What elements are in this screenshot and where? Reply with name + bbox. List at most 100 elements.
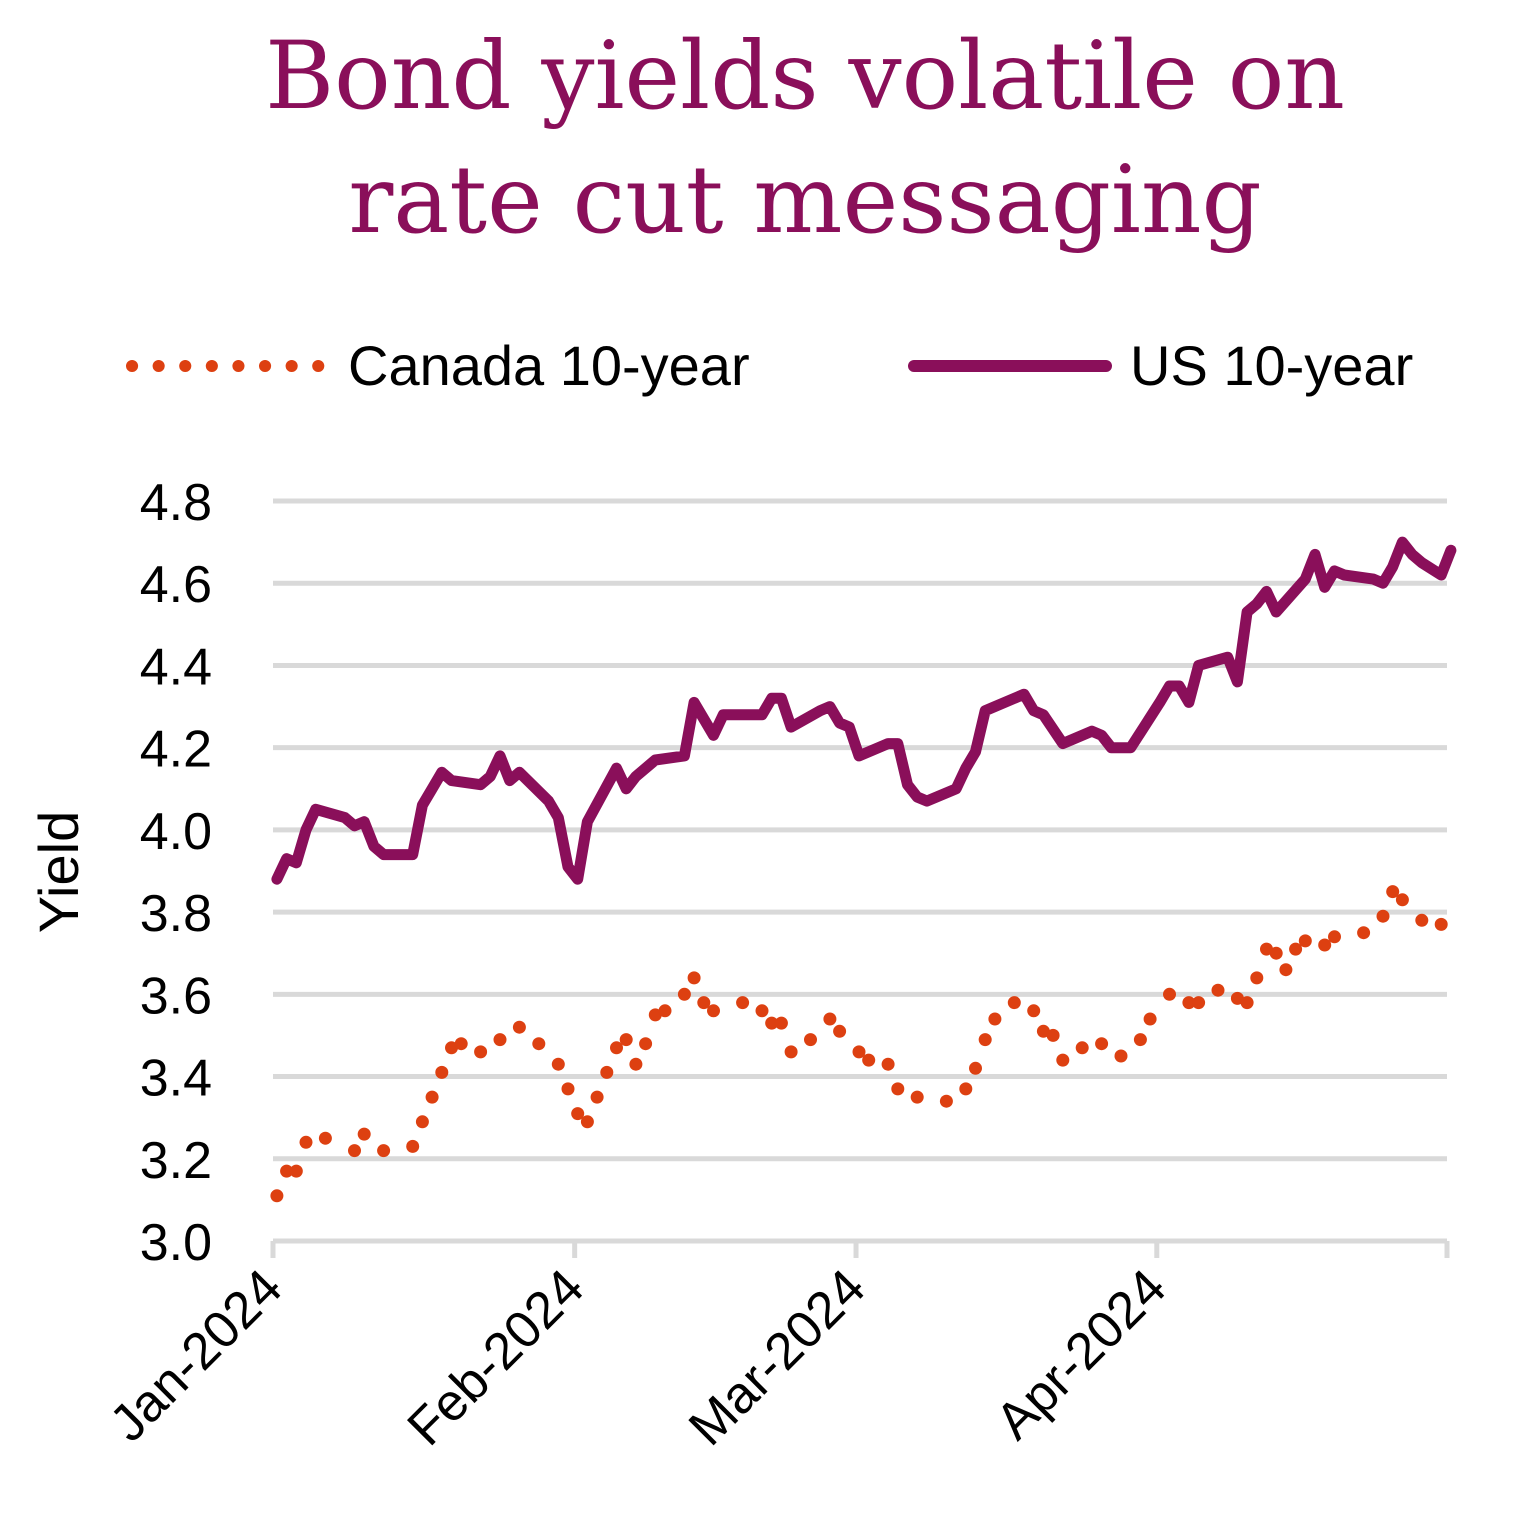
canada-10-year-point: [1298, 934, 1312, 948]
canada-10-year-point: [1289, 942, 1303, 956]
canada-10-year-point: [648, 1008, 662, 1022]
canada-10-year-point: [551, 1057, 565, 1071]
canada-10-year-point: [318, 1131, 332, 1145]
canada-10-year-point: [1328, 930, 1341, 944]
y-tick-label: 3.4: [140, 1050, 212, 1108]
canada-10-year-point: [755, 1004, 769, 1018]
canada-10-year-point: [493, 1033, 507, 1047]
canada-10-year-point: [881, 1057, 895, 1071]
canada-10-year-point: [677, 987, 691, 1001]
canada-10-year-point: [619, 1033, 633, 1047]
y-tick-label: 3.6: [140, 967, 212, 1025]
canada-10-year-point: [454, 1037, 468, 1051]
chart-title-line-2: rate cut messaging: [348, 146, 1261, 255]
y-tick-label: 4.6: [140, 556, 212, 614]
canada-10-year-point: [280, 1164, 294, 1178]
canada-10-year-point: [299, 1135, 313, 1149]
canada-10-year-point: [580, 1115, 594, 1129]
gridlines: [273, 498, 1447, 1244]
x-tick-label: Jan-2024: [99, 1258, 293, 1452]
series-layer: [270, 536, 1457, 1203]
canada-10-year-point: [1007, 996, 1021, 1010]
canada-10-year-point: [415, 1115, 429, 1129]
canada-10-year-point: [435, 1065, 449, 1079]
canada-10-year-point: [1192, 996, 1206, 1010]
canada-10-year-point: [833, 1024, 847, 1038]
canada-10-year-point: [1095, 1037, 1109, 1051]
canada-10-year-point: [736, 996, 750, 1010]
canada-10-year-point: [1036, 1024, 1050, 1038]
us-10-year-series: [271, 536, 1457, 885]
canada-10-year-point: [823, 1012, 837, 1026]
canada-10-year-point: [1318, 938, 1332, 952]
canada-10-year-point: [590, 1090, 604, 1104]
canada-10-year-point: [910, 1090, 924, 1104]
y-tick-label: 3.2: [140, 1132, 212, 1190]
canada-10-year-point: [862, 1053, 876, 1067]
canada-10-year-point: [1143, 1012, 1157, 1026]
canada-10-year-point: [784, 1045, 798, 1059]
y-tick-labels: 3.0 3.2 3.4 3.6 3.8 4.0 4.2 4.4 4.6 4.8: [140, 474, 212, 1272]
canada-10-year-point: [707, 1004, 720, 1018]
chart-title-line-1: Bond yields volatile on: [265, 22, 1345, 131]
canada-10-year-series: [270, 885, 1448, 1203]
canada-10-year-point: [1357, 926, 1371, 940]
canada-10-year-point: [610, 1041, 623, 1055]
x-tick-label: Feb-2024: [397, 1258, 595, 1456]
canada-10-year-point: [512, 1020, 526, 1034]
canada-10-year-point: [1182, 996, 1196, 1010]
y-tick-label: 3.0: [140, 1214, 212, 1272]
canada-10-year-point: [939, 1094, 953, 1108]
canada-10-year-point: [474, 1045, 488, 1059]
canada-10-year-point: [377, 1144, 391, 1158]
legend-canada-label: Canada 10-year: [348, 334, 750, 397]
canada-10-year-point: [1056, 1053, 1070, 1067]
us-10-year-line: [271, 536, 1457, 885]
canada-10-year-point: [348, 1144, 361, 1158]
canada-10-year-point: [1260, 942, 1273, 956]
canada-10-year-point: [658, 1004, 672, 1018]
canada-10-year-point: [1434, 917, 1448, 931]
canada-10-year-point: [639, 1037, 653, 1051]
canada-10-year-point: [571, 1107, 585, 1121]
canada-10-year-point: [1046, 1028, 1060, 1042]
y-tick-label: 4.4: [140, 638, 212, 696]
canada-10-year-point: [1114, 1049, 1128, 1063]
legend-us-label: US 10-year: [1130, 334, 1413, 397]
canada-10-year-point: [1269, 946, 1283, 960]
canada-10-year-point: [289, 1164, 303, 1178]
canada-10-year-point: [532, 1037, 546, 1051]
y-tick-label: 4.2: [140, 721, 212, 779]
canada-10-year-point: [1133, 1033, 1147, 1047]
canada-10-year-point: [445, 1041, 458, 1055]
y-axis-title: Yield: [27, 811, 90, 933]
canada-10-year-point: [959, 1082, 973, 1096]
canada-10-year-point: [697, 996, 711, 1010]
canada-10-year-point: [852, 1045, 866, 1059]
canada-10-year-point: [988, 1012, 1002, 1026]
canada-10-year-point: [629, 1057, 643, 1071]
canada-10-year-point: [687, 971, 701, 985]
canada-10-year-point: [774, 1016, 788, 1030]
x-axis: Jan-2024 Feb-2024 Mar-2024 Apr-2024: [99, 1241, 1450, 1457]
canada-10-year-point: [804, 1033, 817, 1047]
y-tick-label: 4.8: [140, 474, 212, 532]
canada-10-year-point: [978, 1033, 992, 1047]
canada-10-year-point: [1250, 971, 1264, 985]
canada-10-year-point: [1230, 991, 1244, 1005]
canada-10-year-point: [1279, 963, 1293, 977]
canada-10-year-point: [1240, 996, 1254, 1010]
canada-10-year-point: [406, 1139, 420, 1153]
canada-10-year-point: [1415, 913, 1429, 927]
canada-10-year-point: [270, 1189, 284, 1203]
canada-10-year-point: [1163, 987, 1176, 1001]
canada-10-year-point: [600, 1065, 614, 1079]
canada-10-year-point: [1075, 1041, 1089, 1055]
legend: Canada 10-year US 10-year: [126, 334, 1413, 397]
y-tick-label: 3.8: [140, 885, 212, 943]
canada-10-year-point: [1386, 885, 1400, 899]
canada-10-year-point: [561, 1082, 575, 1096]
canada-10-year-point: [969, 1061, 982, 1075]
